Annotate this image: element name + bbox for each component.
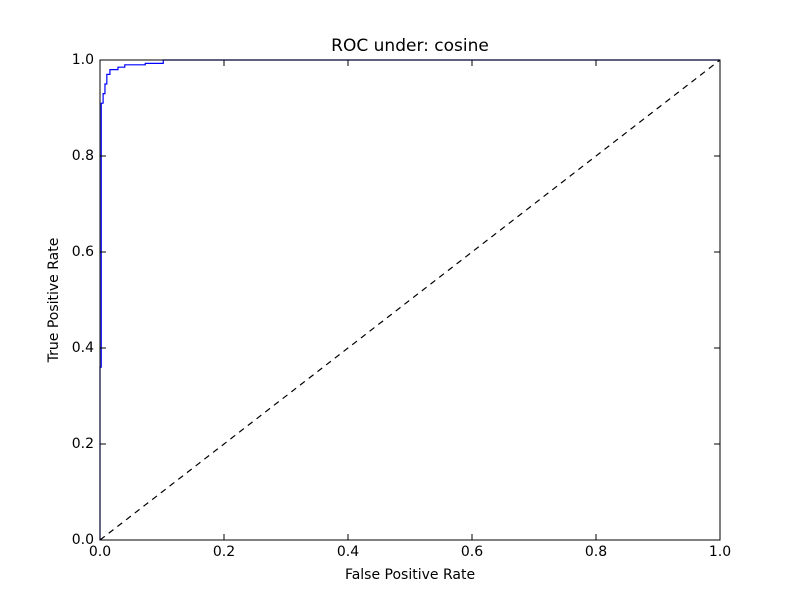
y-tick-label: 0.4 [72, 340, 94, 356]
roc-line [99, 59, 720, 540]
x-axis-label: False Positive Rate [345, 567, 475, 583]
x-tick-label: 0.8 [585, 544, 607, 560]
chart-title: ROC under: cosine [331, 36, 489, 56]
x-tick-label: 0.2 [213, 544, 235, 560]
y-tick-label: 0.8 [72, 148, 94, 164]
x-tick-label: 1.0 [709, 544, 731, 560]
x-tick-label: 0.4 [337, 544, 359, 560]
x-tick-label: 0.0 [89, 544, 111, 560]
y-axis-label: True Positive Rate [46, 238, 62, 364]
roc-line [99, 59, 721, 541]
y-tick-label: 1.0 [72, 52, 94, 68]
plot-frame [99, 59, 721, 541]
x-tick-label: 0.6 [461, 544, 483, 560]
y-tick-label: 0.2 [72, 436, 94, 452]
y-tick-label: 0.6 [72, 244, 94, 260]
y-tick-label: 0.0 [72, 532, 94, 548]
